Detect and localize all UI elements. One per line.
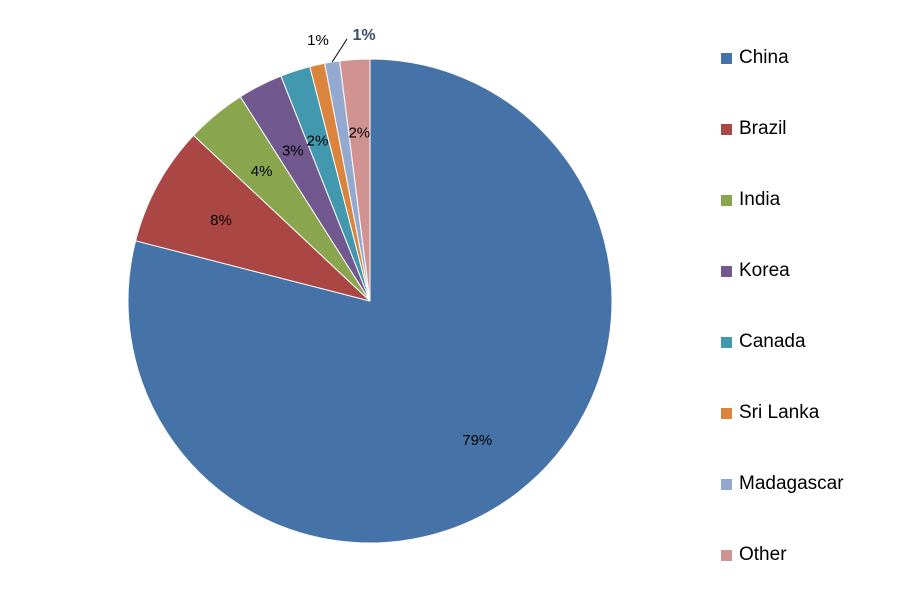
data-label-india: 4%	[251, 163, 273, 180]
legend-swatch-canada	[721, 337, 732, 348]
legend: China Brazil India Korea Canada Sri Lanka Mada…	[721, 44, 891, 612]
pie-slice-brazil	[134, 134, 371, 302]
data-label-canada: 2%	[307, 132, 329, 149]
legend-swatch-brazil	[721, 124, 732, 135]
legend-label-brazil: Brazil	[739, 118, 787, 139]
legend-item-other: Other	[721, 541, 891, 612]
legend-label-canada: Canada	[739, 331, 806, 352]
legend-swatch-sri-lanka	[721, 408, 732, 419]
data-label-korea: 3%	[282, 142, 304, 159]
legend-swatch-china	[721, 53, 732, 64]
leader-line-madagascar	[331, 38, 348, 63]
legend-swatch-other	[721, 550, 732, 561]
legend-label-sri-lanka: Sri Lanka	[739, 402, 820, 423]
legend-label-india: India	[739, 189, 781, 210]
legend-item-sri-lanka: Sri Lanka	[721, 399, 891, 470]
legend-label-china: China	[739, 47, 789, 68]
legend-item-canada: Canada	[721, 328, 891, 399]
legend-swatch-india	[721, 195, 732, 206]
pie-data-labels: 79%8%4%3%2%1% 1%2%	[210, 27, 492, 449]
data-label-brazil: 8%	[210, 212, 232, 229]
legend-item-brazil: Brazil	[721, 115, 891, 186]
pie-slice-other	[339, 58, 371, 302]
pie-slices	[127, 58, 613, 544]
data-label-sri-lanka: 1%	[307, 32, 329, 49]
data-label-other: 2%	[348, 124, 370, 141]
data-label-madagascar: 1%	[352, 27, 375, 44]
legend-label-madagascar: Madagascar	[739, 473, 844, 494]
legend-item-korea: Korea	[721, 257, 891, 328]
legend-swatch-madagascar	[721, 479, 732, 490]
legend-item-india: India	[721, 186, 891, 257]
data-label-china: 79%	[462, 432, 492, 449]
legend-item-china: China	[721, 44, 891, 115]
legend-swatch-korea	[721, 266, 732, 277]
legend-label-korea: Korea	[739, 260, 790, 281]
legend-label-other: Other	[739, 544, 787, 565]
legend-item-madagascar: Madagascar	[721, 470, 891, 541]
